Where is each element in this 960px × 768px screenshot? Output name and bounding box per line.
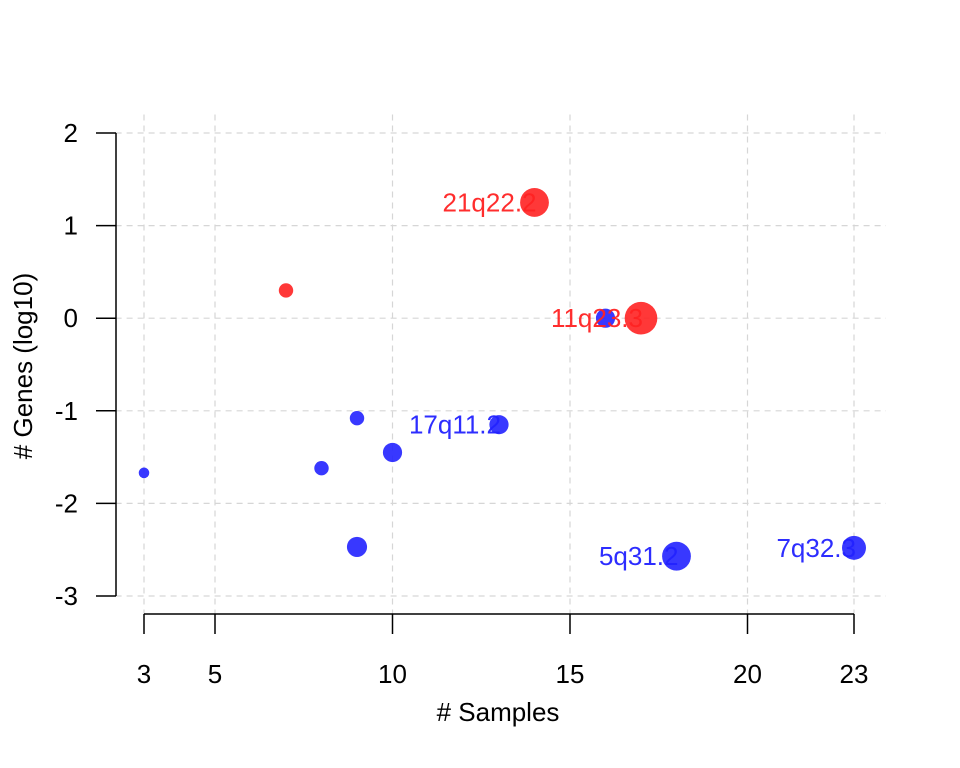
x-tick-label: 10 xyxy=(378,659,407,689)
data-point xyxy=(138,467,150,479)
x-axis-label: # Samples xyxy=(437,697,560,727)
data-point xyxy=(349,411,365,426)
x-tick-label: 3 xyxy=(137,659,151,689)
y-tick-label: -1 xyxy=(55,396,78,426)
data-point xyxy=(278,283,294,298)
data-point xyxy=(662,541,691,571)
data-point xyxy=(595,308,616,328)
x-tick-label: 23 xyxy=(840,659,869,689)
data-point xyxy=(842,535,866,560)
point-label: 21q22.2 xyxy=(443,187,537,217)
data-points xyxy=(138,188,866,571)
point-label: 5q31.2 xyxy=(599,541,679,571)
point-labels: 21q22.2 11q23.3 17q11.2 5q31.2 7q32.3 xyxy=(409,187,856,571)
x-tick-label: 15 xyxy=(556,659,585,689)
y-tick-label: -3 xyxy=(55,581,78,611)
grid xyxy=(115,114,886,615)
y-tick-label: 2 xyxy=(64,118,78,148)
y-axis-label: # Genes (log10) xyxy=(8,273,38,459)
point-label: 17q11.2 xyxy=(409,410,501,440)
point-label: 7q32.3 xyxy=(776,533,856,563)
x-tick-label: 20 xyxy=(733,659,762,689)
data-point xyxy=(382,442,403,463)
y-tick-label: 1 xyxy=(64,211,78,241)
data-point xyxy=(520,188,549,217)
point-label: 11q23.3 xyxy=(551,303,643,333)
data-point xyxy=(346,536,368,558)
data-point xyxy=(314,461,329,476)
y-tick-label: -2 xyxy=(55,488,78,518)
data-point xyxy=(624,301,658,335)
x-tick-label: 5 xyxy=(208,659,222,689)
y-tick-label: 0 xyxy=(64,303,78,333)
data-point xyxy=(489,415,509,435)
